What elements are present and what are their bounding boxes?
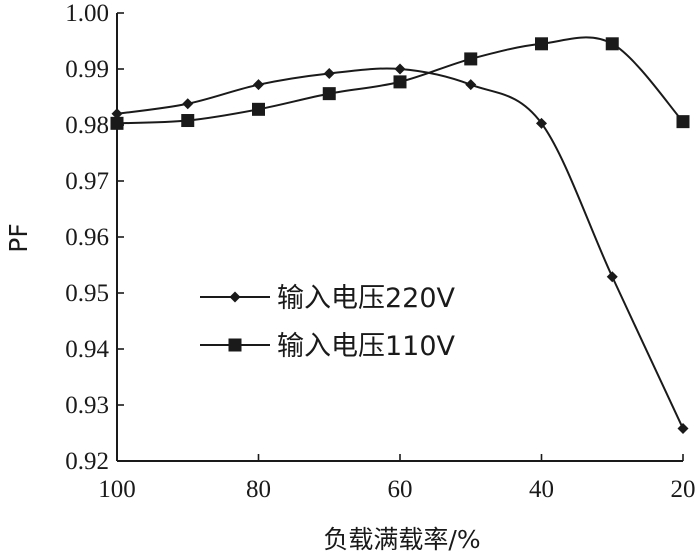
x-tick-label: 20 [671, 476, 696, 503]
series-line [116, 67, 684, 429]
diamond-marker [606, 271, 618, 283]
diamond-marker [394, 63, 406, 75]
diamond-marker [111, 108, 123, 120]
x-axis-title: 负载满载率/% [323, 525, 480, 554]
square-marker [181, 114, 195, 128]
x-tick-label: 80 [246, 476, 271, 503]
y-axis-title: PF [4, 223, 33, 252]
y-tick-label: 0.97 [65, 168, 109, 195]
diamond-marker [182, 98, 194, 110]
y-tick-label: 0.93 [65, 392, 109, 419]
legend-square-marker [228, 338, 242, 352]
square-marker [393, 75, 407, 89]
square-marker [252, 102, 265, 116]
y-tick-label: 1.00 [65, 0, 109, 27]
legend-diamond-marker [229, 291, 241, 303]
axes: 0.92 0.93 0.94 0.95 0.96 0.97 0.98 0.99 1.00 100 8… [65, 0, 695, 503]
series-2 [110, 36, 690, 130]
x-tick-label: 60 [388, 476, 413, 503]
square-marker [676, 115, 690, 129]
legend-label: 输入电压220V [277, 283, 456, 314]
y-tick-label: 0.96 [65, 224, 109, 251]
diamond-marker [253, 79, 264, 91]
diamond-marker [465, 79, 477, 91]
diamond-marker [677, 423, 689, 435]
x-tick-label: 100 [98, 476, 136, 503]
y-tick-label: 0.94 [65, 336, 109, 363]
legend-label: 输入电压110V [277, 331, 456, 362]
square-marker [464, 52, 478, 66]
diamond-marker [536, 117, 547, 129]
y-tick-label: 0.95 [65, 280, 109, 307]
legend: 输入电压220V 输入电压110V [200, 283, 456, 362]
diamond-marker [323, 67, 335, 79]
legend-entry: 输入电压220V [200, 283, 456, 314]
series-1 [111, 63, 689, 435]
x-tick-label: 40 [529, 476, 554, 503]
square-marker [605, 37, 619, 51]
square-marker [535, 37, 548, 51]
square-marker [322, 87, 336, 101]
legend-entry: 输入电压110V [200, 331, 456, 362]
y-tick-label: 0.99 [65, 56, 109, 83]
y-tick-label: 0.98 [65, 112, 109, 139]
square-marker [110, 116, 124, 130]
series-layer [110, 36, 690, 435]
y-tick-label: 0.92 [65, 448, 109, 475]
